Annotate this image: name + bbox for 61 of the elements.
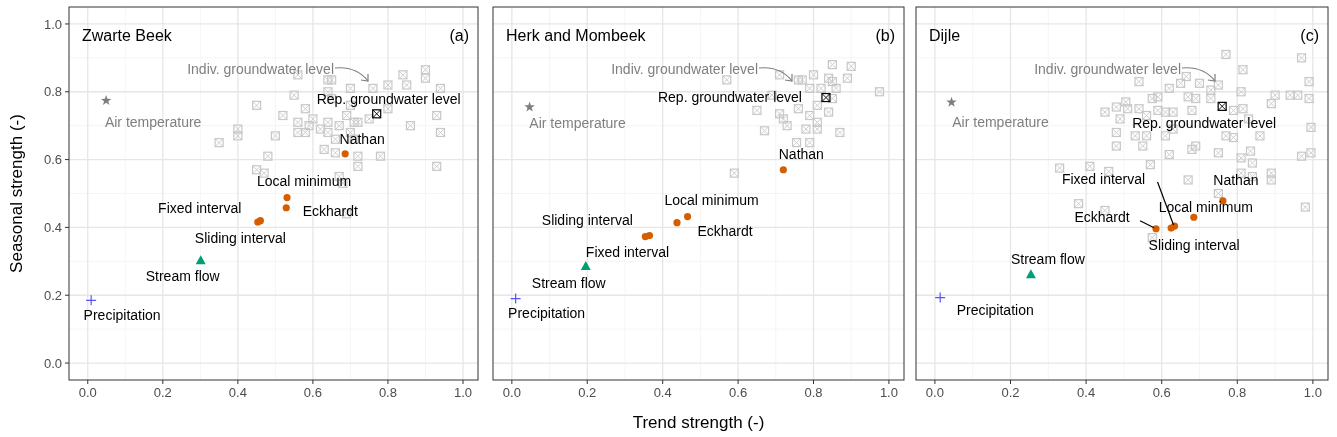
annotation: Precipitation [508,305,586,322]
annotation: (c) [1300,27,1319,44]
annotation: Fixed interval [1061,170,1146,187]
annotation: Eckhardt [302,203,358,220]
text: Dijle [929,27,961,44]
annotation: Precipitation [956,302,1034,319]
x-tick-label: 0.2 [578,385,597,400]
text: Zwarte Beek [82,27,173,44]
annotation: Air temperature [104,114,202,131]
annotation: Rep. groundwater level [1132,115,1277,132]
x-tick-label: 0.0 [78,385,97,400]
annotation: Local minimum [256,173,352,190]
x-tick-label: 1.0 [1303,385,1322,400]
x-tick-label: 0.0 [502,385,521,400]
annotation: Sliding interval [541,212,633,229]
x-axis-title: Trend strength (-) [632,413,765,432]
x-tick-label: 0.8 [804,385,823,400]
annotation: Nathan [339,130,385,147]
annotation: Stream flow [531,274,607,291]
x-tick-label: 1.0 [879,385,898,400]
y-tick-label: 1.0 [43,16,62,32]
x-tick-label: 0.2 [153,385,172,400]
x-tick-label: 0.4 [653,385,672,400]
x-tick-label: 0.4 [228,385,247,400]
x-tick-label: 0.0 [925,385,944,400]
annotation: Sliding interval [1148,236,1240,253]
annotation: Air temperature [952,113,1049,130]
annotation: Air temperature [529,114,627,131]
annotation: Nathan [1213,171,1259,188]
annotation: Fixed interval [585,244,670,261]
y-tick-label: 0.0 [43,355,62,371]
annotation: (a) [449,27,469,44]
annotation: (b) [875,27,895,44]
annotation: Eckhardt [1074,209,1130,226]
y-tick-label: 0.2 [43,287,62,303]
annotation: Rep. groundwater level [316,90,461,107]
annotation: Sliding interval [194,230,286,247]
x-tick-label: 0.6 [729,385,748,400]
y-axis-title: Seasonal strength (-) [7,114,26,273]
annotation: Stream flow [145,268,221,284]
annotation: Eckhardt [697,223,753,240]
annotation: Fixed interval [158,199,242,216]
x-tick-label: 0.8 [378,385,397,400]
annotation: Indiv. groundwater level [611,60,758,77]
y-tick-label: 0.6 [43,152,62,168]
annotation: Stream flow [1010,250,1086,267]
y-tick-label: 0.4 [43,219,62,235]
annotation: Indiv. groundwater level [1034,60,1181,77]
text: Herk and Mombeek [506,27,647,44]
x-tick-label: 1.0 [453,385,473,400]
annotation: Rep. groundwater level [657,89,802,106]
annotation: Local minimum [664,192,759,209]
x-tick-label: 0.2 [1001,385,1020,400]
annotation: Nathan [778,146,824,163]
x-tick-label: 0.4 [1077,385,1096,400]
annotation: Precipitation [83,307,161,324]
annotation: Indiv. groundwater level [187,60,334,77]
x-tick-label: 0.8 [1228,385,1247,400]
x-tick-label: 0.6 [303,385,322,400]
y-tick-label: 0.8 [43,84,62,100]
x-tick-label: 0.6 [1152,385,1171,400]
